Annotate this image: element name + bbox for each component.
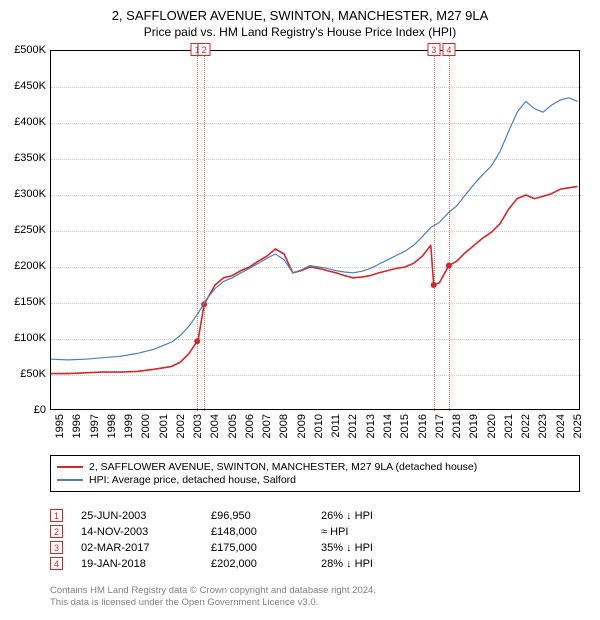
event-num: 4 <box>50 557 63 570</box>
series-line-hpi <box>51 98 578 360</box>
xtick-label: 2003 <box>192 414 204 438</box>
event-date: 02-MAR-2017 <box>81 542 211 554</box>
legend-label-property: 2, SAFFLOWER AVENUE, SWINTON, MANCHESTER… <box>89 461 477 473</box>
ytick-label: £300K <box>6 188 46 200</box>
xtick-label: 2002 <box>175 414 187 438</box>
xtick-label: 1999 <box>123 414 135 438</box>
series-dot <box>431 282 437 288</box>
legend-item-property: 2, SAFFLOWER AVENUE, SWINTON, MANCHESTER… <box>57 461 573 473</box>
event-num: 3 <box>50 541 63 554</box>
chart-container: 2, SAFFLOWER AVENUE, SWINTON, MANCHESTER… <box>0 0 600 620</box>
legend-item-hpi: HPI: Average price, detached house, Salf… <box>57 474 573 486</box>
ytick-label: £350K <box>6 152 46 164</box>
xtick-label: 2008 <box>278 414 290 438</box>
chart-title: 2, SAFFLOWER AVENUE, SWINTON, MANCHESTER… <box>0 8 600 23</box>
event-price: £175,000 <box>211 542 321 554</box>
xtick-label: 2001 <box>158 414 170 438</box>
xtick-label: 2020 <box>486 414 498 438</box>
event-row: 1 25-JUN-2003£96,95026% ↓ HPI <box>50 509 580 522</box>
chart-subtitle: Price paid vs. HM Land Registry's House … <box>0 25 600 39</box>
ytick-label: £250K <box>6 224 46 236</box>
xtick-label: 2021 <box>503 414 515 438</box>
xtick-label: 2024 <box>555 414 567 438</box>
event-date: 14-NOV-2003 <box>81 526 211 538</box>
ytick-label: £50K <box>6 368 46 380</box>
xtick-label: 2010 <box>313 414 325 438</box>
ytick-label: £150K <box>6 296 46 308</box>
footer-line-1: Contains HM Land Registry data © Crown c… <box>50 585 580 597</box>
series-dot <box>194 338 200 344</box>
xtick-label: 1998 <box>106 414 118 438</box>
event-gap: ≈ HPI <box>321 526 381 538</box>
xtick-label: 2000 <box>140 414 152 438</box>
xtick-label: 1996 <box>71 414 83 438</box>
legend-label-hpi: HPI: Average price, detached house, Salf… <box>89 474 296 486</box>
event-num: 2 <box>50 525 63 538</box>
ytick-label: £500K <box>6 44 46 56</box>
event-num: 1 <box>50 509 63 522</box>
xtick-label: 1997 <box>89 414 101 438</box>
ytick-label: £200K <box>6 260 46 272</box>
event-marker: 2 <box>198 43 211 56</box>
chart-area: 1234 £0£50K£100K£150K£200K£250K£300K£350… <box>50 50 580 410</box>
events-table: 1 25-JUN-2003£96,95026% ↓ HPI 2 14-NOV-2003… <box>50 500 580 573</box>
event-marker: 4 <box>442 43 455 56</box>
xtick-label: 2025 <box>572 414 584 438</box>
xtick-label: 2015 <box>399 414 411 438</box>
xtick-label: 2017 <box>434 414 446 438</box>
xtick-label: 2018 <box>451 414 463 438</box>
ytick-label: £450K <box>6 80 46 92</box>
event-gap: 35% ↓ HPI <box>321 542 381 554</box>
xtick-label: 2022 <box>520 414 532 438</box>
xtick-label: 2019 <box>468 414 480 438</box>
footer-line-2: This data is licensed under the Open Gov… <box>50 597 580 609</box>
xtick-label: 2006 <box>244 414 256 438</box>
line-series <box>51 51 581 411</box>
ytick-label: £0 <box>6 404 46 416</box>
xtick-label: 2012 <box>347 414 359 438</box>
legend-swatch-property <box>57 466 83 468</box>
event-marker: 3 <box>427 43 440 56</box>
event-row: 4 19-JAN-2018£202,00028% ↓ HPI <box>50 557 580 570</box>
event-date: 25-JUN-2003 <box>81 510 211 522</box>
event-gap: 28% ↓ HPI <box>321 558 381 570</box>
plot-region: 1234 <box>50 50 580 410</box>
event-price: £148,000 <box>211 526 321 538</box>
event-row: 3 02-MAR-2017£175,00035% ↓ HPI <box>50 541 580 554</box>
event-gap: 26% ↓ HPI <box>321 510 381 522</box>
xtick-label: 2005 <box>227 414 239 438</box>
footer: Contains HM Land Registry data © Crown c… <box>50 585 580 610</box>
series-dot <box>446 263 452 269</box>
xtick-label: 2014 <box>382 414 394 438</box>
xtick-label: 2004 <box>209 414 221 438</box>
xtick-label: 2016 <box>417 414 429 438</box>
xtick-label: 2007 <box>261 414 273 438</box>
ytick-label: £400K <box>6 116 46 128</box>
ytick-label: £100K <box>6 332 46 344</box>
event-price: £96,950 <box>211 510 321 522</box>
xtick-label: 2023 <box>537 414 549 438</box>
title-block: 2, SAFFLOWER AVENUE, SWINTON, MANCHESTER… <box>0 0 600 43</box>
xtick-label: 2009 <box>296 414 308 438</box>
legend-swatch-hpi <box>57 479 83 481</box>
xtick-label: 2011 <box>330 414 342 438</box>
event-row: 2 14-NOV-2003£148,000≈ HPI <box>50 525 580 538</box>
xtick-label: 2013 <box>365 414 377 438</box>
event-date: 19-JAN-2018 <box>81 558 211 570</box>
legend: 2, SAFFLOWER AVENUE, SWINTON, MANCHESTER… <box>50 455 580 492</box>
xtick-label: 1995 <box>54 414 66 438</box>
series-line-property <box>51 186 578 373</box>
event-price: £202,000 <box>211 558 321 570</box>
